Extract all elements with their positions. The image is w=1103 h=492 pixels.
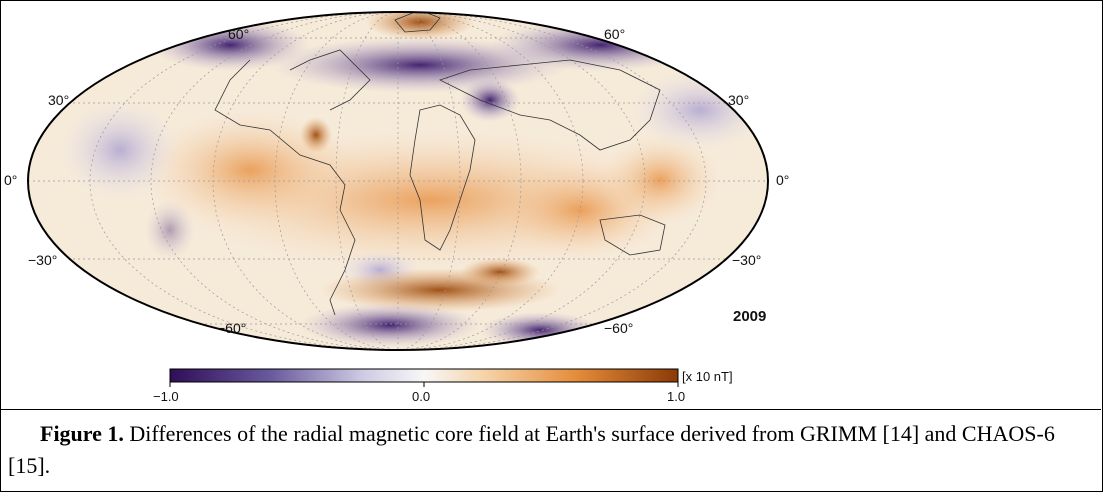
figure-panel	[0, 409, 1101, 410]
map-field	[28, 12, 768, 350]
caption-label: Figure 1.	[40, 421, 124, 446]
map-outline	[27, 11, 769, 351]
figure-caption: Figure 1. Differences of the radial magn…	[8, 418, 1098, 482]
colorbar-label-min: −1.0	[153, 389, 179, 404]
colorbar-unit: [x 10 nT]	[682, 369, 733, 384]
lat-label-0-right: 0°	[776, 172, 790, 188]
colorbar-label-zero: 0.0	[412, 389, 431, 404]
lat-label-30s-right: −30°	[732, 252, 762, 268]
year-label: 2009	[733, 308, 767, 325]
lat-label-60s-right: −60°	[604, 320, 634, 336]
caption-text: Differences of the radial magnetic core …	[8, 421, 1055, 478]
colorbar-label-max: 1.0	[667, 389, 686, 404]
map-figure	[27, 11, 769, 387]
lat-label-30n-left: 30°	[48, 92, 70, 108]
lat-label-60s-left: −60°	[217, 320, 247, 336]
lat-label-30n-right: 30°	[728, 92, 750, 108]
lat-label-60n-left: 60°	[228, 26, 250, 42]
lat-label-30s-left: −30°	[28, 252, 58, 268]
lat-label-0-left: 0°	[4, 172, 18, 188]
lat-label-60n-right: 60°	[604, 26, 626, 42]
colorbar	[169, 368, 679, 383]
